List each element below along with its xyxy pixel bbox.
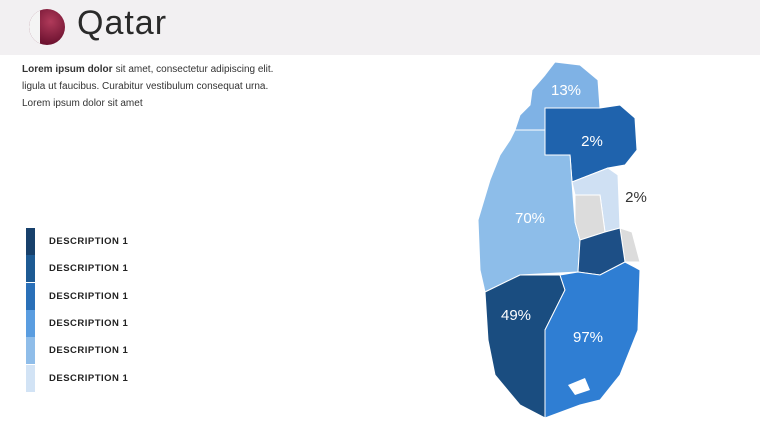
region-label: 2% <box>625 189 647 206</box>
header: Qatar <box>0 0 760 55</box>
legend-swatch <box>26 228 35 255</box>
line: Lorem ipsum dolor sit amet, consectetur a… <box>22 61 273 78</box>
legend-label: DESCRIPTION 1 <box>49 372 129 384</box>
title: Qatar <box>77 4 168 42</box>
region-label: 97% <box>573 329 603 346</box>
flag <box>29 9 65 45</box>
legend-swatch <box>26 337 35 365</box>
region-label: 49% <box>501 307 531 324</box>
bold-text: Lorem ipsum dolor <box>22 64 113 75</box>
line: Lorem ipsum dolor sit amet <box>22 98 143 109</box>
region-label: 70% <box>515 210 545 227</box>
legend-label: DESCRIPTION 1 <box>49 290 129 302</box>
legend-swatch <box>26 282 35 310</box>
text: sit amet, consectetur adipiscing elit. <box>115 64 274 75</box>
region <box>544 261 641 419</box>
inlet <box>568 378 590 395</box>
legend-label: DESCRIPTION 1 <box>49 345 129 357</box>
region-label: 13% <box>551 82 581 99</box>
paragraph: Lorem ipsum dolor sit amet, consectetur a… <box>22 61 273 112</box>
legend-label: DESCRIPTION 1 <box>49 263 129 275</box>
legend-swatch <box>26 309 35 337</box>
line: ligula ut faucibus. Curabitur vestibulum… <box>22 81 269 92</box>
legend-label: DESCRIPTION 1 <box>49 236 129 247</box>
region-label: 2% <box>581 133 603 150</box>
legend-label: DESCRIPTION 1 <box>49 317 129 329</box>
legend-swatch <box>26 255 35 283</box>
legend-swatch <box>26 364 35 392</box>
region <box>477 129 581 293</box>
